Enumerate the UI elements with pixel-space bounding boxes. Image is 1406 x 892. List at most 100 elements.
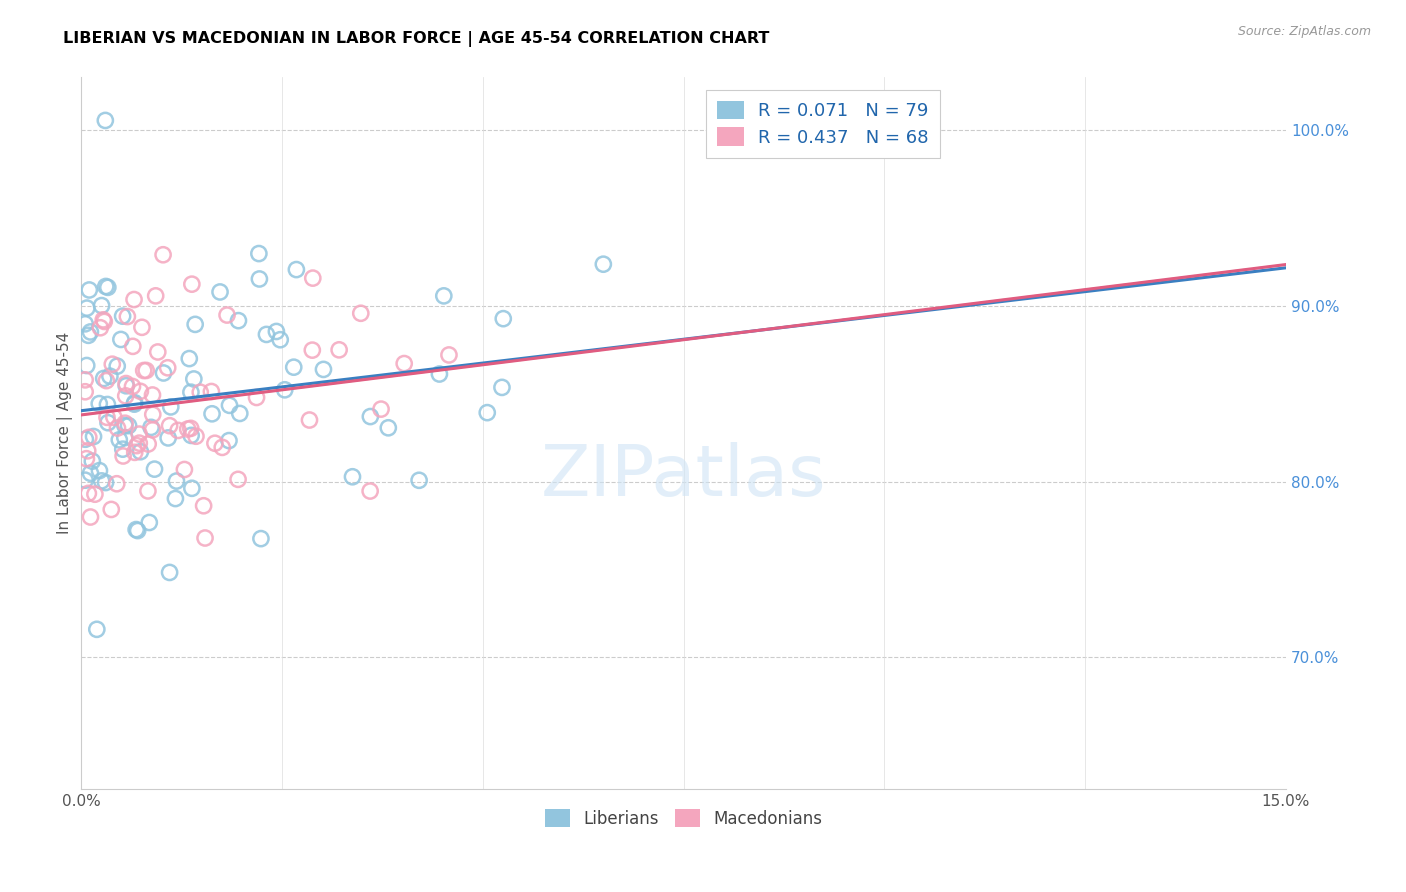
- Point: [94, 113, 117, 128]
- Point: [89, 464, 111, 478]
- Text: Source: ZipAtlas.com: Source: ZipAtlas.com: [1237, 25, 1371, 38]
- Point: [146, 345, 169, 359]
- Point: [359, 409, 381, 424]
- Point: [159, 566, 181, 580]
- Text: ZIPatlas: ZIPatlas: [541, 442, 827, 510]
- Point: [180, 428, 202, 442]
- Point: [269, 333, 291, 347]
- Point: [173, 462, 195, 476]
- Point: [89, 396, 111, 410]
- Point: [115, 376, 138, 391]
- Point: [111, 309, 134, 323]
- Point: [96, 374, 118, 388]
- Point: [159, 400, 181, 414]
- Point: [83, 429, 105, 443]
- Point: [184, 318, 207, 332]
- Point: [433, 289, 456, 303]
- Point: [97, 280, 120, 294]
- Point: [138, 516, 160, 530]
- Point: [75, 317, 97, 331]
- Point: [298, 413, 321, 427]
- Point: [112, 449, 135, 463]
- Point: [136, 437, 159, 451]
- Point: [180, 421, 202, 435]
- Point: [79, 467, 101, 481]
- Point: [218, 434, 240, 448]
- Point: [135, 363, 157, 377]
- Point: [245, 391, 267, 405]
- Point: [228, 313, 250, 327]
- Point: [429, 367, 451, 381]
- Point: [208, 285, 231, 299]
- Point: [94, 475, 117, 490]
- Point: [117, 310, 139, 324]
- Point: [256, 327, 278, 342]
- Point: [103, 410, 125, 425]
- Point: [139, 420, 162, 434]
- Point: [132, 363, 155, 377]
- Point: [114, 389, 136, 403]
- Point: [129, 384, 152, 399]
- Point: [129, 444, 152, 458]
- Y-axis label: In Labor Force | Age 45-54: In Labor Force | Age 45-54: [58, 332, 73, 534]
- Point: [117, 418, 139, 433]
- Point: [370, 402, 392, 417]
- Point: [125, 523, 148, 537]
- Point: [166, 474, 188, 488]
- Point: [79, 325, 101, 339]
- Point: [75, 451, 97, 466]
- Point: [124, 397, 146, 411]
- Point: [125, 439, 148, 453]
- Point: [359, 484, 381, 499]
- Point: [114, 418, 136, 433]
- Point: [90, 299, 112, 313]
- Point: [592, 257, 614, 271]
- Point: [111, 442, 134, 457]
- Point: [124, 445, 146, 459]
- Point: [82, 454, 104, 468]
- Point: [75, 432, 97, 446]
- Point: [108, 433, 131, 447]
- Text: LIBERIAN VS MACEDONIAN IN LABOR FORCE | AGE 45-54 CORRELATION CHART: LIBERIAN VS MACEDONIAN IN LABOR FORCE | …: [63, 31, 769, 47]
- Point: [377, 421, 399, 435]
- Point: [247, 246, 270, 260]
- Point: [77, 328, 100, 343]
- Point: [492, 311, 515, 326]
- Point: [184, 429, 207, 443]
- Point: [183, 372, 205, 386]
- Point: [152, 366, 174, 380]
- Point: [121, 379, 143, 393]
- Point: [266, 325, 288, 339]
- Point: [285, 262, 308, 277]
- Point: [75, 373, 97, 387]
- Point: [93, 371, 115, 385]
- Point: [165, 491, 187, 506]
- Point: [101, 357, 124, 371]
- Point: [312, 362, 335, 376]
- Point: [229, 407, 252, 421]
- Point: [142, 423, 165, 437]
- Point: [96, 410, 118, 425]
- Legend: Liberians, Macedonians: Liberians, Macedonians: [538, 803, 830, 834]
- Point: [301, 343, 323, 358]
- Point: [342, 469, 364, 483]
- Point: [77, 430, 100, 444]
- Point: [145, 289, 167, 303]
- Point: [107, 421, 129, 435]
- Point: [194, 531, 217, 545]
- Point: [193, 499, 215, 513]
- Point: [114, 431, 136, 445]
- Point: [93, 314, 115, 328]
- Point: [180, 385, 202, 400]
- Point: [200, 384, 222, 399]
- Point: [136, 483, 159, 498]
- Point: [105, 359, 128, 373]
- Point: [75, 384, 97, 399]
- Point: [127, 524, 149, 538]
- Point: [124, 396, 146, 410]
- Point: [75, 473, 97, 487]
- Point: [76, 301, 98, 315]
- Point: [152, 248, 174, 262]
- Point: [301, 271, 323, 285]
- Point: [141, 388, 163, 402]
